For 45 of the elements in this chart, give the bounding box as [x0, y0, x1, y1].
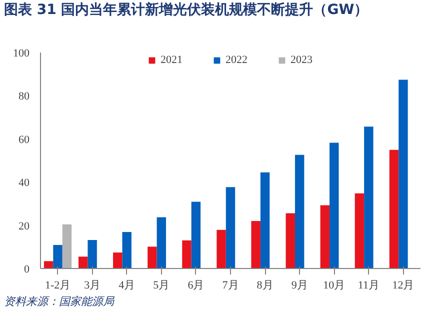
bar: [113, 252, 122, 268]
bar: [62, 224, 72, 268]
legend-label: 2022: [226, 54, 248, 66]
y-tick-label: 0: [24, 264, 30, 276]
bar: [251, 220, 260, 268]
x-tick-label: 12月: [392, 280, 414, 292]
y-tick-label: 100: [13, 48, 30, 60]
legend-label: 2021: [160, 54, 182, 66]
bar: [182, 240, 192, 268]
y-tick-label: 20: [18, 220, 30, 232]
x-tick-label: 11月: [358, 280, 380, 292]
bar: [156, 217, 166, 268]
bar: [286, 213, 295, 268]
bar: [398, 80, 408, 268]
x-tick-label: 5月: [153, 280, 170, 292]
text: 资料来源：国家能源局: [4, 294, 114, 310]
bar: [148, 246, 157, 268]
x-tick-label: 7月: [222, 280, 239, 292]
bar: [88, 240, 97, 268]
bar: [191, 202, 201, 268]
bar: [44, 261, 54, 268]
x-tick-label: 1-2月: [44, 280, 71, 292]
x-tick-label: 10月: [323, 280, 346, 292]
legend-label: 2023: [290, 54, 312, 66]
bar: [260, 172, 270, 268]
bar: [354, 193, 364, 268]
x-tick-label: 6月: [188, 280, 204, 292]
bar: [330, 142, 339, 268]
bar: [320, 205, 330, 268]
x-tick-label: 8月: [256, 280, 274, 292]
y-tick-label: 40: [18, 177, 30, 190]
bar: [226, 187, 236, 268]
bar: [389, 150, 399, 268]
bar: [364, 126, 374, 268]
y-tick-label: 60: [18, 134, 30, 146]
y-tick-label: 80: [18, 90, 30, 103]
bar: [78, 256, 88, 268]
x-tick-label: 9月: [291, 280, 308, 292]
x-tick-label: 3月: [84, 280, 101, 292]
bar: [122, 232, 132, 268]
chart-title: 图表 31 国内当年累计新增光伏装机规模不断提升（GW）: [4, 0, 368, 20]
bar: [294, 154, 304, 268]
x-tick-label: 4月: [118, 280, 136, 292]
bar: [53, 244, 62, 268]
bar: [216, 230, 226, 268]
